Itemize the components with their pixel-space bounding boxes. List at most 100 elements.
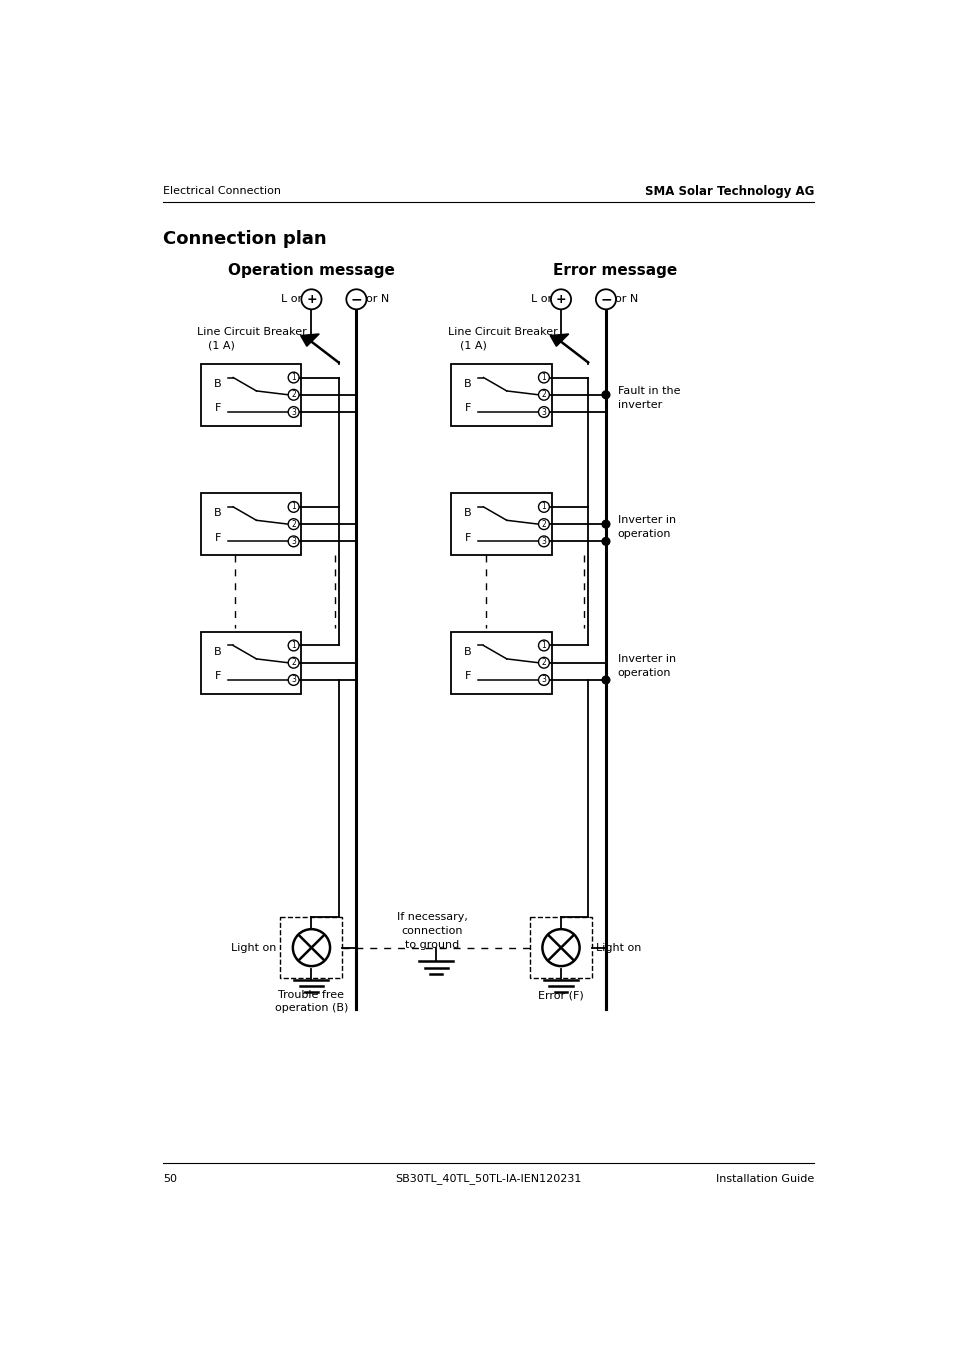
Circle shape: [537, 639, 549, 650]
Text: F: F: [214, 403, 221, 414]
Text: operation: operation: [617, 668, 670, 677]
Text: −: −: [599, 292, 611, 307]
Circle shape: [596, 289, 616, 310]
Circle shape: [288, 519, 298, 530]
Circle shape: [288, 372, 298, 383]
Circle shape: [288, 502, 298, 512]
Circle shape: [346, 289, 366, 310]
Circle shape: [537, 535, 549, 546]
Circle shape: [301, 289, 321, 310]
Text: F: F: [464, 672, 471, 681]
Circle shape: [537, 372, 549, 383]
Circle shape: [537, 407, 549, 418]
Text: inverter: inverter: [617, 400, 661, 410]
Text: or N: or N: [365, 295, 389, 304]
Text: Inverter in: Inverter in: [617, 654, 675, 664]
Text: Operation message: Operation message: [228, 262, 395, 277]
Text: F: F: [214, 672, 221, 681]
Text: 3: 3: [541, 676, 546, 684]
Text: 2: 2: [291, 391, 295, 399]
Circle shape: [288, 657, 298, 668]
Text: Installation Guide: Installation Guide: [716, 1174, 814, 1183]
Text: +: +: [306, 293, 316, 306]
Text: to ground: to ground: [405, 940, 459, 949]
Text: Line Circuit Breaker: Line Circuit Breaker: [447, 327, 557, 337]
Text: L or: L or: [530, 295, 551, 304]
Text: Fault in the: Fault in the: [617, 385, 679, 396]
Text: 2: 2: [291, 658, 295, 668]
Bar: [200, 493, 301, 554]
Text: B: B: [464, 379, 472, 388]
Circle shape: [288, 675, 298, 685]
Text: 3: 3: [291, 676, 295, 684]
Text: B: B: [464, 646, 472, 657]
Text: (1 A): (1 A): [459, 341, 487, 350]
Text: B: B: [213, 508, 221, 518]
Bar: [451, 493, 551, 554]
Polygon shape: [300, 334, 319, 346]
Text: 3: 3: [291, 537, 295, 546]
Text: 2: 2: [541, 658, 546, 668]
Text: Electrical Connection: Electrical Connection: [163, 187, 281, 196]
Circle shape: [601, 676, 609, 684]
Text: Light on: Light on: [231, 942, 276, 953]
Text: F: F: [464, 533, 471, 542]
Text: F: F: [464, 403, 471, 414]
Text: 1: 1: [291, 503, 295, 511]
Circle shape: [601, 538, 609, 545]
Text: If necessary,: If necessary,: [396, 911, 467, 922]
Text: 3: 3: [541, 537, 546, 546]
Text: or N: or N: [615, 295, 638, 304]
Text: 50: 50: [163, 1174, 177, 1183]
Text: 2: 2: [291, 519, 295, 529]
Text: −: −: [350, 292, 362, 307]
Text: B: B: [464, 508, 472, 518]
Text: +: +: [555, 293, 566, 306]
Text: 1: 1: [541, 641, 546, 650]
Circle shape: [288, 535, 298, 546]
Bar: [530, 917, 592, 979]
Text: Error message: Error message: [553, 262, 677, 277]
Bar: [451, 364, 551, 426]
Circle shape: [288, 639, 298, 650]
Circle shape: [537, 389, 549, 400]
Polygon shape: [550, 334, 568, 346]
Text: SB30TL_40TL_50TL-IA-IEN120231: SB30TL_40TL_50TL-IA-IEN120231: [395, 1174, 581, 1184]
Text: Inverter in: Inverter in: [617, 515, 675, 526]
Text: operation: operation: [617, 529, 670, 539]
Circle shape: [288, 389, 298, 400]
Text: Error (F): Error (F): [537, 991, 583, 1000]
Text: Connection plan: Connection plan: [163, 230, 327, 249]
Text: Line Circuit Breaker: Line Circuit Breaker: [196, 327, 306, 337]
Circle shape: [537, 519, 549, 530]
Text: 1: 1: [541, 373, 546, 383]
Text: B: B: [213, 379, 221, 388]
Text: F: F: [214, 533, 221, 542]
Text: Trouble free: Trouble free: [278, 991, 344, 1000]
Bar: [280, 917, 342, 979]
Text: 1: 1: [541, 503, 546, 511]
Text: connection: connection: [401, 926, 462, 936]
Text: B: B: [213, 646, 221, 657]
Text: (1 A): (1 A): [208, 341, 235, 350]
Text: L or: L or: [281, 295, 302, 304]
Text: 1: 1: [291, 373, 295, 383]
Text: 2: 2: [541, 391, 546, 399]
Bar: [451, 631, 551, 694]
Circle shape: [537, 657, 549, 668]
Bar: [200, 364, 301, 426]
Text: 1: 1: [291, 641, 295, 650]
Circle shape: [601, 391, 609, 399]
Bar: [200, 631, 301, 694]
Circle shape: [537, 502, 549, 512]
Text: 3: 3: [541, 407, 546, 416]
Text: 3: 3: [291, 407, 295, 416]
Text: operation (B): operation (B): [274, 1003, 348, 1013]
Circle shape: [601, 521, 609, 529]
Text: Light on: Light on: [596, 942, 640, 953]
Text: SMA Solar Technology AG: SMA Solar Technology AG: [644, 185, 814, 197]
Circle shape: [550, 289, 571, 310]
Circle shape: [288, 407, 298, 418]
Circle shape: [537, 675, 549, 685]
Text: 2: 2: [541, 519, 546, 529]
